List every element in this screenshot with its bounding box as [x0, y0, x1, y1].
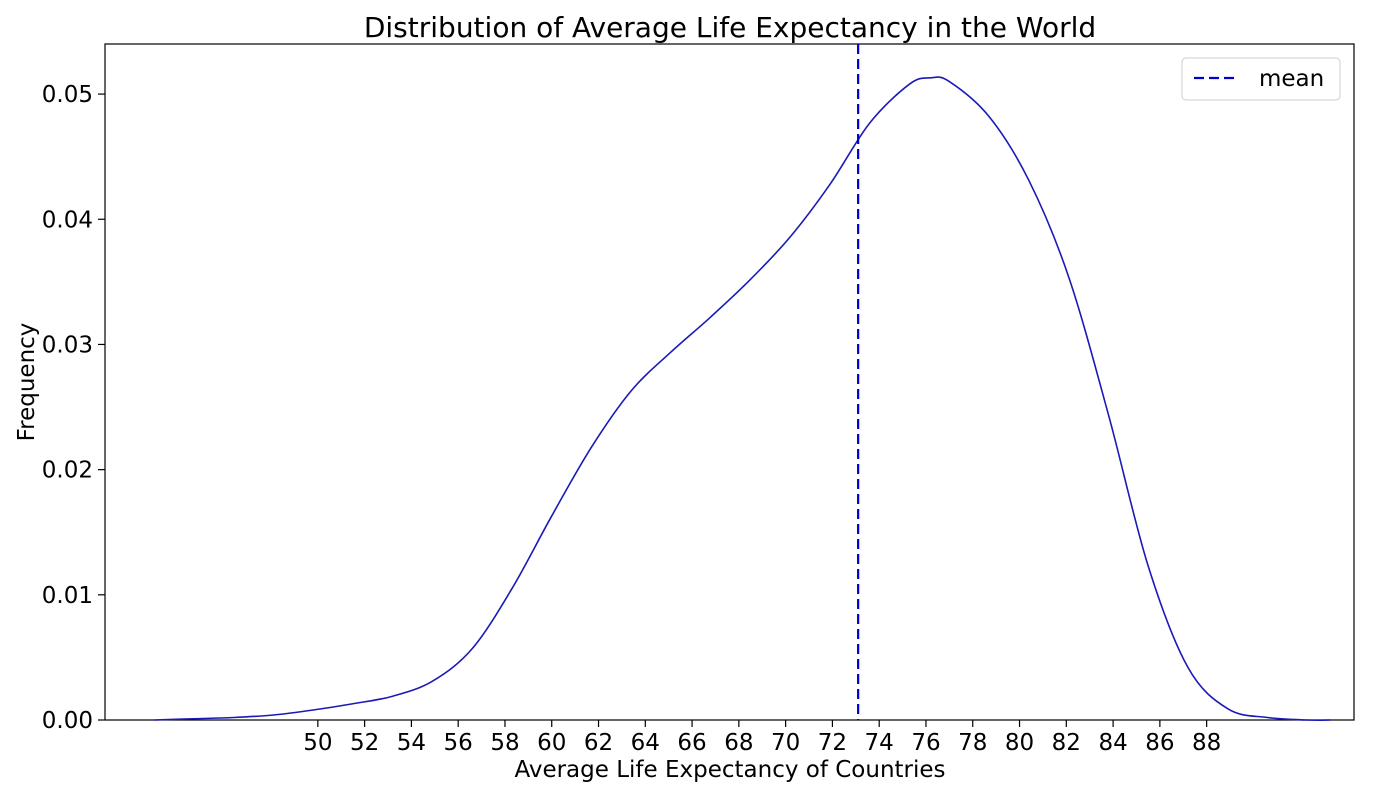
x-tick-label: 76	[911, 730, 940, 756]
x-tick-label: 56	[444, 730, 473, 756]
x-tick-label: 72	[818, 730, 847, 756]
x-tick-label: 86	[1145, 730, 1174, 756]
x-tick-label: 66	[677, 730, 706, 756]
x-tick-label: 52	[350, 730, 379, 756]
plot-area-frame	[104, 43, 1355, 721]
y-tick-label: 0.00	[42, 708, 93, 734]
chart-title: Distribution of Average Life Expectancy …	[364, 11, 1096, 44]
x-tick-label: 62	[584, 730, 613, 756]
y-tick-label: 0.02	[42, 458, 93, 484]
density-curve	[154, 76, 1331, 721]
x-tick-label: 64	[631, 730, 660, 756]
y-tick-label: 0.03	[42, 332, 93, 358]
x-axis-ticks: 50 52 54 56 58 60 62 64 66 68 70 72 74 76 78 80 82 84 86 88	[303, 720, 1221, 756]
x-tick-label: 78	[958, 730, 987, 756]
x-tick-label: 74	[865, 730, 894, 756]
x-tick-label: 68	[724, 730, 753, 756]
y-axis-label: Frequency	[14, 323, 40, 442]
legend-label-mean: mean	[1259, 66, 1324, 92]
y-axis-ticks: 0.00 0.01 0.02 0.03 0.04 0.05	[42, 82, 105, 734]
y-tick-label: 0.05	[42, 82, 93, 108]
y-tick-label: 0.04	[42, 207, 93, 233]
legend: mean	[1181, 57, 1341, 101]
legend-box	[1181, 57, 1341, 101]
x-tick-label: 50	[303, 730, 332, 756]
x-tick-label: 84	[1098, 730, 1127, 756]
x-axis-label: Average Life Expectancy of Countries	[514, 757, 945, 783]
x-tick-label: 80	[1005, 730, 1034, 756]
x-tick-label: 58	[490, 730, 519, 756]
x-tick-label: 60	[537, 730, 566, 756]
x-tick-label: 82	[1052, 730, 1081, 756]
y-tick-label: 0.01	[42, 583, 93, 609]
x-tick-label: 54	[397, 730, 426, 756]
x-tick-label: 88	[1192, 730, 1221, 756]
x-tick-label: 70	[771, 730, 800, 756]
